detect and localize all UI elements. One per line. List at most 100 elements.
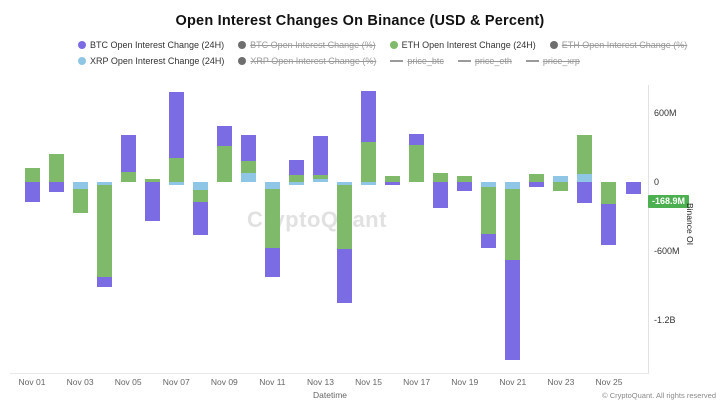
- bar-btc-nov-16[interactable]: [385, 182, 401, 186]
- bar-eth-nov-23[interactable]: [553, 182, 569, 192]
- bar-btc-nov-06[interactable]: [144, 182, 160, 221]
- bar-xrp-nov-24[interactable]: [577, 173, 593, 182]
- bar-xrp-nov-04[interactable]: [96, 182, 112, 186]
- legend-dot-icon: [389, 41, 398, 49]
- bar-btc-nov-25[interactable]: [601, 204, 617, 245]
- bar-eth-nov-02[interactable]: [48, 153, 64, 182]
- x-axis-tick-nov-15: Nov 15: [355, 377, 383, 387]
- legend-item-price-eth[interactable]: price_eth: [457, 56, 512, 66]
- bar-xrp-nov-23[interactable]: [553, 175, 569, 182]
- bar-eth-nov-14[interactable]: [337, 185, 353, 249]
- bar-eth-nov-18[interactable]: [433, 172, 449, 182]
- bar-btc-nov-19[interactable]: [457, 182, 473, 191]
- bar-xrp-nov-13[interactable]: [312, 179, 328, 182]
- bar-eth-nov-22[interactable]: [529, 173, 545, 182]
- legend-item-label: ETH Open Interest Change (%): [561, 40, 688, 50]
- x-axis-tick-nov-09: Nov 09: [210, 377, 238, 387]
- legend-item-price-xrp[interactable]: price_xrp: [525, 56, 580, 66]
- legend-item-btc-open-interest-change[interactable]: BTC Open Interest Change (%): [238, 40, 376, 50]
- bar-btc-nov-14[interactable]: [337, 248, 353, 303]
- bar-btc-nov-22[interactable]: [529, 182, 545, 187]
- legend-dot-icon: [78, 57, 86, 65]
- legend-item-xrp-open-interest-change[interactable]: XRP Open Interest Change (%): [238, 56, 376, 66]
- x-axis-tick-nov-07: Nov 07: [162, 377, 190, 387]
- bar-btc-nov-05[interactable]: [120, 134, 136, 172]
- bar-eth-nov-09[interactable]: [216, 146, 232, 182]
- bar-btc-nov-17[interactable]: [409, 134, 425, 145]
- bar-eth-nov-19[interactable]: [457, 175, 473, 182]
- legend-item-label: BTC Open Interest Change (%): [250, 40, 376, 50]
- legend-item-btc-open-interest-change-24h[interactable]: BTC Open Interest Change (24H): [78, 40, 224, 50]
- bar-xrp-nov-20[interactable]: [481, 182, 497, 187]
- bar-eth-nov-25[interactable]: [601, 182, 617, 205]
- bar-btc-nov-26[interactable]: [625, 182, 641, 195]
- bar-eth-nov-05[interactable]: [120, 171, 136, 182]
- x-axis-tick-nov-05: Nov 05: [114, 377, 142, 387]
- legend-item-xrp-open-interest-change-24h[interactable]: XRP Open Interest Change (24H): [78, 56, 224, 66]
- bar-btc-nov-18[interactable]: [433, 182, 449, 208]
- legend-dot-icon: [549, 41, 558, 49]
- bar-eth-nov-08[interactable]: [192, 190, 208, 202]
- legend-dot-icon: [78, 41, 86, 49]
- bar-eth-nov-12[interactable]: [288, 174, 304, 182]
- bar-xrp-nov-08[interactable]: [192, 182, 208, 191]
- bar-eth-nov-20[interactable]: [481, 186, 497, 235]
- bar-btc-nov-24[interactable]: [577, 182, 593, 204]
- bar-eth-nov-17[interactable]: [409, 144, 425, 182]
- bar-eth-nov-24[interactable]: [577, 134, 593, 174]
- y-axis-line: [648, 85, 649, 373]
- x-axis-tick-nov-25: Nov 25: [595, 377, 623, 387]
- bar-eth-nov-01[interactable]: [24, 167, 40, 182]
- bar-eth-nov-13[interactable]: [312, 174, 328, 180]
- bar-eth-nov-16[interactable]: [385, 175, 401, 182]
- bar-eth-nov-15[interactable]: [361, 141, 377, 182]
- bar-btc-nov-21[interactable]: [505, 259, 521, 360]
- bar-eth-nov-10[interactable]: [240, 160, 256, 173]
- bar-xrp-nov-07[interactable]: [168, 182, 184, 185]
- bar-btc-nov-04[interactable]: [96, 276, 112, 287]
- bar-btc-nov-11[interactable]: [264, 248, 280, 277]
- bar-xrp-nov-21[interactable]: [505, 182, 521, 189]
- legend-item-eth-open-interest-change-24h[interactable]: ETH Open Interest Change (24H): [389, 40, 536, 50]
- bar-xrp-nov-11[interactable]: [264, 182, 280, 189]
- bar-btc-nov-10[interactable]: [240, 134, 256, 161]
- legend-item-label: XRP Open Interest Change (24H): [90, 56, 225, 66]
- y-axis-tick-600m: -600M: [654, 246, 680, 256]
- legend: BTC Open Interest Change (24H) BTC Open I…: [78, 38, 718, 68]
- legend-dot-icon: [238, 41, 247, 49]
- bar-xrp-nov-03[interactable]: [72, 182, 88, 189]
- bar-xrp-nov-14[interactable]: [337, 182, 353, 186]
- bar-eth-nov-11[interactable]: [264, 188, 280, 249]
- legend-item-eth-open-interest-change[interactable]: ETH Open Interest Change (%): [549, 40, 688, 50]
- legend-item-label: XRP Open Interest Change (%): [250, 56, 377, 66]
- bar-xrp-nov-15[interactable]: [361, 182, 377, 185]
- bar-eth-nov-06[interactable]: [144, 178, 160, 182]
- bar-eth-nov-07[interactable]: [168, 157, 184, 182]
- bar-btc-nov-12[interactable]: [288, 160, 304, 175]
- y-axis-tick-600m: 600M: [654, 108, 677, 118]
- bar-btc-nov-20[interactable]: [481, 234, 497, 249]
- bar-btc-nov-13[interactable]: [312, 136, 328, 175]
- bar-eth-nov-04[interactable]: [96, 185, 112, 277]
- bar-eth-nov-21[interactable]: [505, 188, 521, 260]
- bar-xrp-nov-12[interactable]: [288, 182, 304, 186]
- bar-btc-nov-08[interactable]: [192, 201, 208, 235]
- legend-item-label: ETH Open Interest Change (24H): [401, 40, 536, 50]
- bar-btc-nov-07[interactable]: [168, 91, 184, 158]
- copyright: © CryptoQuant. All rights reserved: [602, 391, 716, 400]
- legend-item-label: BTC Open Interest Change (24H): [90, 40, 225, 50]
- y-axis-title: Binance OI: [685, 203, 695, 246]
- legend-dot-icon: [238, 57, 247, 65]
- legend-item-price-btc[interactable]: price_btc: [390, 56, 444, 66]
- legend-line-icon: [525, 60, 539, 62]
- bar-btc-nov-02[interactable]: [48, 182, 64, 193]
- bar-eth-nov-03[interactable]: [72, 188, 88, 214]
- bar-xrp-nov-10[interactable]: [240, 172, 256, 182]
- bar-btc-nov-01[interactable]: [24, 182, 40, 203]
- bar-btc-nov-09[interactable]: [216, 126, 232, 147]
- legend-line-icon: [457, 60, 471, 62]
- x-axis-tick-nov-11: Nov 11: [259, 377, 286, 387]
- legend-line-icon: [390, 60, 404, 62]
- bar-btc-nov-15[interactable]: [361, 90, 377, 142]
